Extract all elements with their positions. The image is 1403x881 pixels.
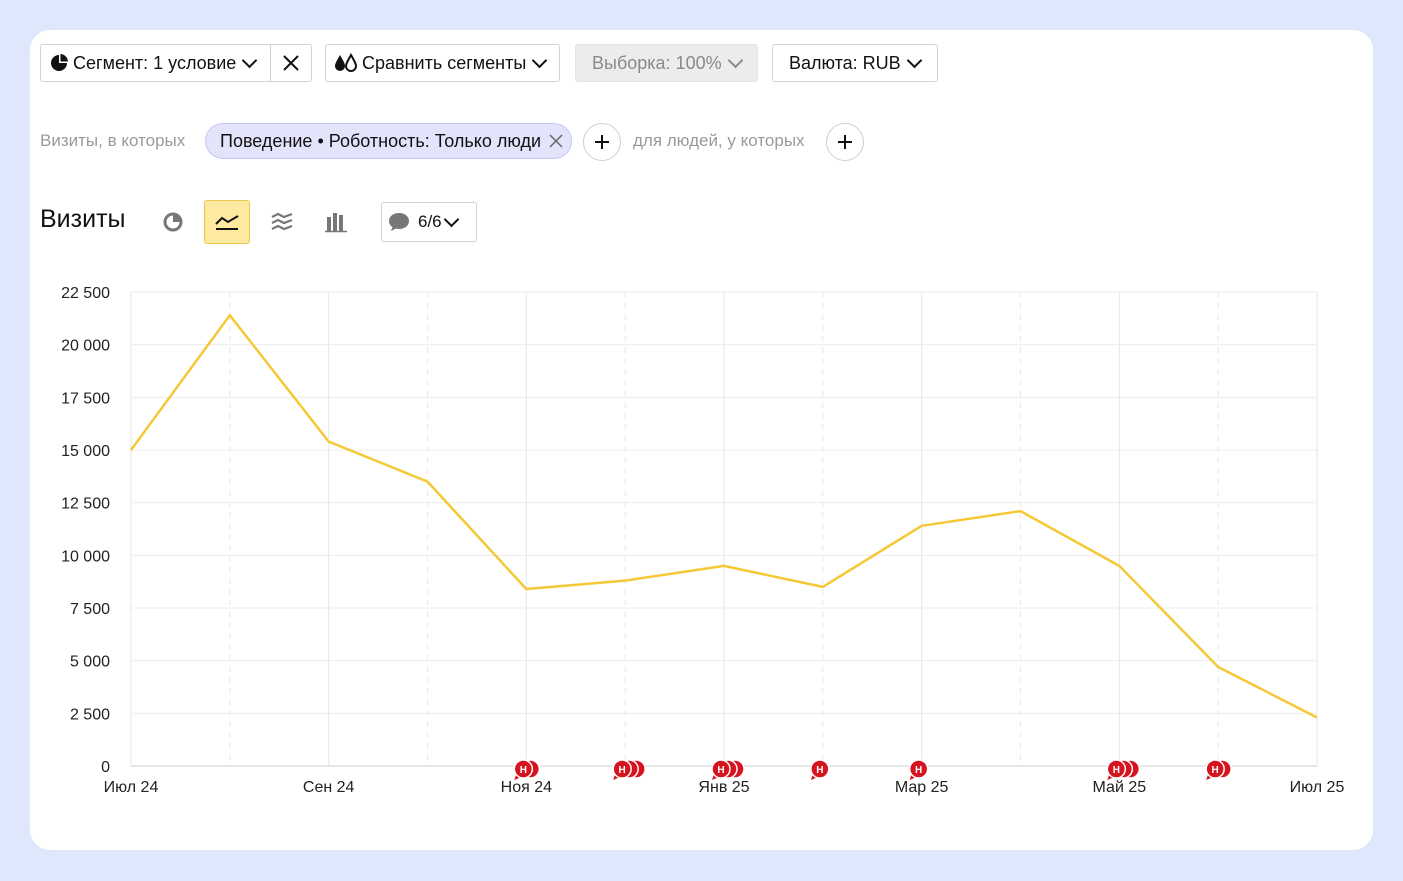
x-tick-label: Янв 25	[698, 779, 749, 796]
bar-chart-icon	[325, 213, 347, 233]
sample-label: Выборка: 100%	[592, 52, 722, 73]
note-marker[interactable]: Н	[1106, 759, 1141, 780]
x-tick-label: Мар 25	[895, 779, 949, 796]
close-icon	[283, 55, 299, 71]
note-marker[interactable]: Н	[513, 759, 541, 780]
compare-icon	[334, 53, 358, 73]
note-marker[interactable]: Н	[1205, 759, 1232, 780]
compare-segments-button[interactable]: Сравнить сегменты	[325, 44, 560, 82]
note-marker-circle	[1205, 759, 1225, 779]
add-condition-button[interactable]	[583, 123, 621, 161]
plus-icon	[838, 135, 852, 149]
x-tick-label: Сен 24	[303, 779, 355, 796]
speech-bubble-icon	[389, 213, 409, 231]
note-marker-label: Н	[619, 765, 626, 776]
sample-dropdown[interactable]: Выборка: 100%	[575, 44, 758, 82]
view-area-button[interactable]	[259, 200, 305, 244]
series-line[interactable]	[129, 313, 1318, 719]
pie-chart-icon	[163, 212, 183, 232]
y-tick-label: 20 000	[61, 338, 110, 355]
report-title: Визиты	[40, 205, 126, 233]
people-label: для людей, у которых	[633, 131, 805, 150]
line-chart-icon	[215, 215, 239, 230]
note-marker-circle	[810, 759, 830, 779]
view-line-button[interactable]	[204, 200, 250, 244]
note-marker[interactable]: Н	[810, 759, 830, 780]
y-tick-label: 10 000	[61, 548, 110, 565]
y-tick-label: 2 500	[70, 706, 110, 723]
note-marker-circle	[612, 759, 632, 779]
segment-button[interactable]: Сегмент: 1 условие	[41, 45, 272, 81]
y-tick-label: 0	[101, 759, 110, 776]
note-marker-circle	[1106, 759, 1127, 779]
note-marker[interactable]: Н	[908, 759, 929, 780]
x-tick-label: Май 25	[1093, 779, 1147, 796]
note-marker-circle	[513, 759, 534, 779]
notes-dropdown[interactable]: 6/6	[381, 202, 477, 242]
currency-dropdown[interactable]: Валюта: RUB	[772, 44, 938, 82]
view-bar-button[interactable]	[313, 200, 359, 244]
currency-label: Валюта: RUB	[789, 52, 901, 73]
note-marker[interactable]: Н	[711, 759, 745, 780]
note-marker-label: Н	[1212, 765, 1219, 776]
y-tick-label: 22 500	[61, 285, 110, 302]
add-people-condition-button[interactable]	[826, 123, 864, 161]
view-pie-button[interactable]	[150, 200, 196, 244]
note-marker-label: Н	[816, 765, 823, 776]
note-marker-label: Н	[1113, 765, 1120, 776]
pie-segment-icon	[49, 53, 69, 73]
y-tick-label: 7 500	[70, 601, 110, 618]
y-tick-label: 12 500	[61, 496, 110, 513]
filter-prefix: Визиты, в которых	[40, 131, 186, 150]
note-marker-label: Н	[717, 765, 724, 776]
plus-icon	[595, 135, 609, 149]
note-marker-label: Н	[520, 765, 527, 776]
y-tick-label: 17 500	[61, 390, 110, 407]
segment-label: Сегмент: 1 условие	[73, 52, 237, 73]
note-marker-circle	[711, 759, 731, 779]
x-tick-label: Июл 24	[104, 779, 159, 796]
segment-clear-button[interactable]	[271, 45, 311, 81]
x-tick-label: Июл 25	[1290, 779, 1345, 796]
y-tick-label: 15 000	[61, 443, 110, 460]
note-marker[interactable]: Н	[612, 759, 646, 780]
segment-dropdown: Сегмент: 1 условие	[40, 44, 312, 82]
compare-label: Сравнить сегменты	[362, 52, 527, 73]
notes-count: 6/6	[418, 212, 442, 231]
area-chart-icon	[271, 212, 293, 231]
filter-chip-label: Поведение • Роботность: Только люди	[220, 130, 542, 151]
note-marker-circle	[908, 759, 929, 779]
y-tick-label: 5 000	[70, 654, 110, 671]
x-tick-label: Ноя 24	[501, 779, 552, 796]
note-marker-label: Н	[915, 765, 922, 776]
filter-chip[interactable]: Поведение • Роботность: Только люди	[205, 123, 572, 159]
close-icon[interactable]	[549, 134, 563, 148]
